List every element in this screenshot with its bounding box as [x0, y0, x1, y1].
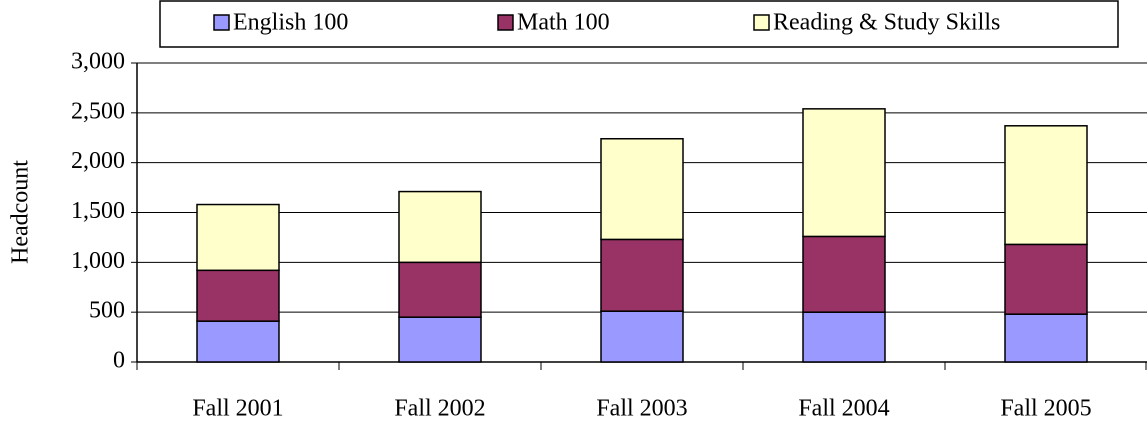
- bar-segment: [398, 190, 482, 264]
- bar-segment: [196, 320, 280, 363]
- x-tick-label: Fall 2001: [192, 396, 283, 422]
- bar-segment: [398, 316, 482, 363]
- legend-swatch: [497, 14, 514, 31]
- legend-label: English 100: [233, 10, 348, 36]
- bar-segment: [600, 137, 684, 241]
- y-tick-label: 1,500: [71, 198, 125, 224]
- y-tick-label: 3,000: [71, 49, 125, 75]
- bar-segment: [802, 235, 886, 313]
- y-tick-label: 2,500: [71, 98, 125, 124]
- bar-segment: [600, 238, 684, 312]
- bar-segment: [802, 108, 886, 238]
- bar-segment: [196, 203, 280, 272]
- x-tick-label: Fall 2002: [394, 396, 485, 422]
- bar-segment: [1004, 243, 1088, 315]
- bar-segment: [1004, 313, 1088, 363]
- x-tick-label: Fall 2003: [596, 396, 687, 422]
- bar-segment: [398, 261, 482, 318]
- bar-segment: [196, 269, 280, 322]
- legend-box: [159, 0, 1119, 48]
- bar-segment: [600, 310, 684, 363]
- y-tick-label: 2,000: [71, 148, 125, 174]
- legend-label: Math 100: [517, 10, 610, 36]
- legend-label: Reading & Study Skills: [773, 10, 1000, 36]
- x-tick-label: Fall 2004: [798, 396, 889, 422]
- y-axis-title: Headcount: [8, 160, 34, 264]
- legend-swatch: [753, 14, 770, 31]
- y-tick-label: 500: [89, 298, 125, 324]
- x-tick-label: Fall 2005: [1000, 396, 1091, 422]
- y-tick-label: 1,000: [71, 248, 125, 274]
- legend-swatch: [213, 14, 230, 31]
- bar-segment: [1004, 125, 1088, 246]
- bar-segment: [802, 311, 886, 363]
- y-tick-label: 0: [113, 348, 125, 374]
